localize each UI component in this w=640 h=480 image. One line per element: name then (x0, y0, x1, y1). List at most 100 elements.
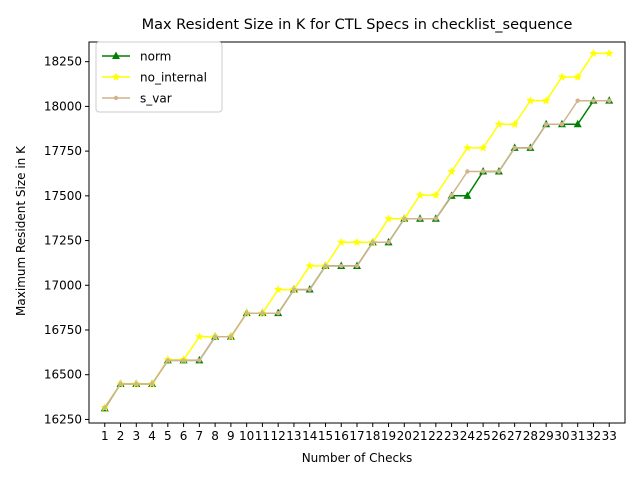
data-point-no_internal (415, 190, 425, 199)
x-tick-label: 18 (365, 429, 380, 443)
y-tick-label: 17750 (44, 144, 82, 158)
x-tick-label: 4 (148, 429, 156, 443)
data-point-s_var (354, 263, 360, 269)
y-axis-ticks: 16250 16500 16750 17000 17250 17500 17750 18000… (44, 55, 89, 426)
x-tick-label: 30 (554, 429, 569, 443)
legend-item-no_internal: no_internal (102, 71, 207, 85)
data-point-no_internal (447, 167, 456, 176)
x-tick-label: 12 (271, 429, 286, 443)
legend-items: norm no_internal s_var (102, 50, 207, 106)
x-tick-label: 19 (381, 429, 396, 443)
x-tick-label: 2 (117, 429, 125, 443)
x-tick-label: 1 (101, 429, 109, 443)
data-point-s_var (134, 381, 139, 387)
x-axis-ticks: 1 2 3 4 5 6 7 8 9 10 11 12 13 14 15 16 17 18 19 20 21 22 23 24 2… (101, 423, 617, 443)
x-tick-label: 3 (132, 429, 140, 443)
data-point-norm (463, 191, 472, 199)
x-tick-label: 17 (349, 429, 364, 443)
data-point-no_internal (541, 96, 551, 105)
data-point-s_var (307, 287, 312, 292)
data-point-no_internal (305, 261, 314, 270)
data-point-s_var (339, 263, 344, 269)
data-point-s_var (102, 405, 107, 410)
x-tick-label: 32 (586, 429, 601, 443)
y-tick-label: 16750 (44, 323, 82, 337)
data-point-s_var (244, 310, 249, 316)
x-tick-label: 24 (460, 429, 475, 443)
y-axis-label: Maximum Resident Size in K (14, 145, 28, 316)
data-point-no_internal (526, 96, 535, 105)
legend-marker (113, 95, 119, 101)
data-point-s_var (417, 216, 423, 221)
x-tick-label: 20 (397, 429, 412, 443)
data-point-s_var (480, 169, 486, 174)
data-point-s_var (496, 169, 502, 174)
series-s_var (102, 98, 612, 410)
plot-frame (88, 41, 626, 424)
data-point-s_var (607, 98, 612, 103)
y-tick-label: 16500 (44, 368, 82, 382)
legend-marker (111, 72, 121, 81)
legend-label: s_var (140, 92, 172, 106)
data-point-no_internal (463, 143, 472, 152)
data-point-s_var (181, 358, 186, 363)
data-point-s_var (386, 240, 391, 245)
series-line-s_var (104, 99, 610, 409)
x-tick-label: 22 (428, 429, 443, 443)
data-point-s_var (260, 310, 265, 316)
data-point-s_var (323, 263, 328, 269)
data-point-no_internal (478, 143, 488, 152)
x-tick-label: 15 (318, 429, 333, 443)
data-point-s_var (559, 122, 565, 127)
data-point-no_internal (573, 72, 582, 81)
data-point-s_var (449, 192, 454, 198)
x-tick-label: 7 (196, 429, 204, 443)
legend-box (95, 41, 223, 113)
x-tick-label: 33 (602, 429, 617, 443)
data-point-no_internal (605, 48, 614, 58)
data-point-s_var (197, 358, 202, 363)
data-point-s_var (433, 216, 439, 221)
data-point-norm (573, 119, 582, 128)
x-tick-label: 26 (491, 429, 506, 443)
data-point-no_internal (384, 214, 393, 223)
x-tick-label: 25 (475, 429, 490, 443)
legend-item-s_var: s_var (102, 92, 172, 106)
data-point-s_var (465, 169, 470, 174)
legend-item-norm: norm (102, 50, 171, 64)
x-tick-label: 23 (444, 429, 459, 443)
data-point-s_var (591, 98, 596, 103)
data-point-no_internal (273, 285, 283, 294)
data-point-s_var (118, 381, 123, 387)
data-point-s_var (370, 240, 375, 245)
y-tick-label: 18000 (44, 99, 82, 113)
y-tick-label: 16250 (44, 412, 82, 426)
data-point-s_var (543, 122, 549, 127)
x-tick-label: 16 (334, 429, 349, 443)
data-point-no_internal (431, 190, 441, 199)
legend-marker (112, 51, 120, 59)
data-point-no_internal (352, 237, 362, 246)
x-tick-label: 5 (164, 429, 172, 443)
legend: norm no_internal s_var (95, 41, 223, 113)
x-tick-label: 28 (523, 429, 538, 443)
legend-label: no_internal (140, 71, 207, 85)
data-point-s_var (149, 381, 155, 387)
x-tick-label: 13 (286, 429, 301, 443)
data-point-s_var (291, 287, 297, 292)
y-tick-label: 18250 (44, 55, 82, 69)
data-point-s_var (275, 310, 281, 316)
data-point-s_var (402, 216, 407, 221)
data-point-no_internal (510, 119, 519, 128)
data-point-s_var (228, 334, 234, 339)
data-point-s_var (575, 98, 580, 103)
x-tick-label: 9 (227, 429, 235, 443)
x-axis-label: Number of Checks (302, 451, 413, 465)
y-tick-label: 17000 (44, 278, 82, 292)
x-tick-label: 21 (412, 429, 427, 443)
legend-label: norm (140, 50, 171, 64)
data-point-s_var (165, 358, 171, 363)
data-point-no_internal (557, 72, 567, 81)
data-point-s_var (528, 145, 533, 151)
